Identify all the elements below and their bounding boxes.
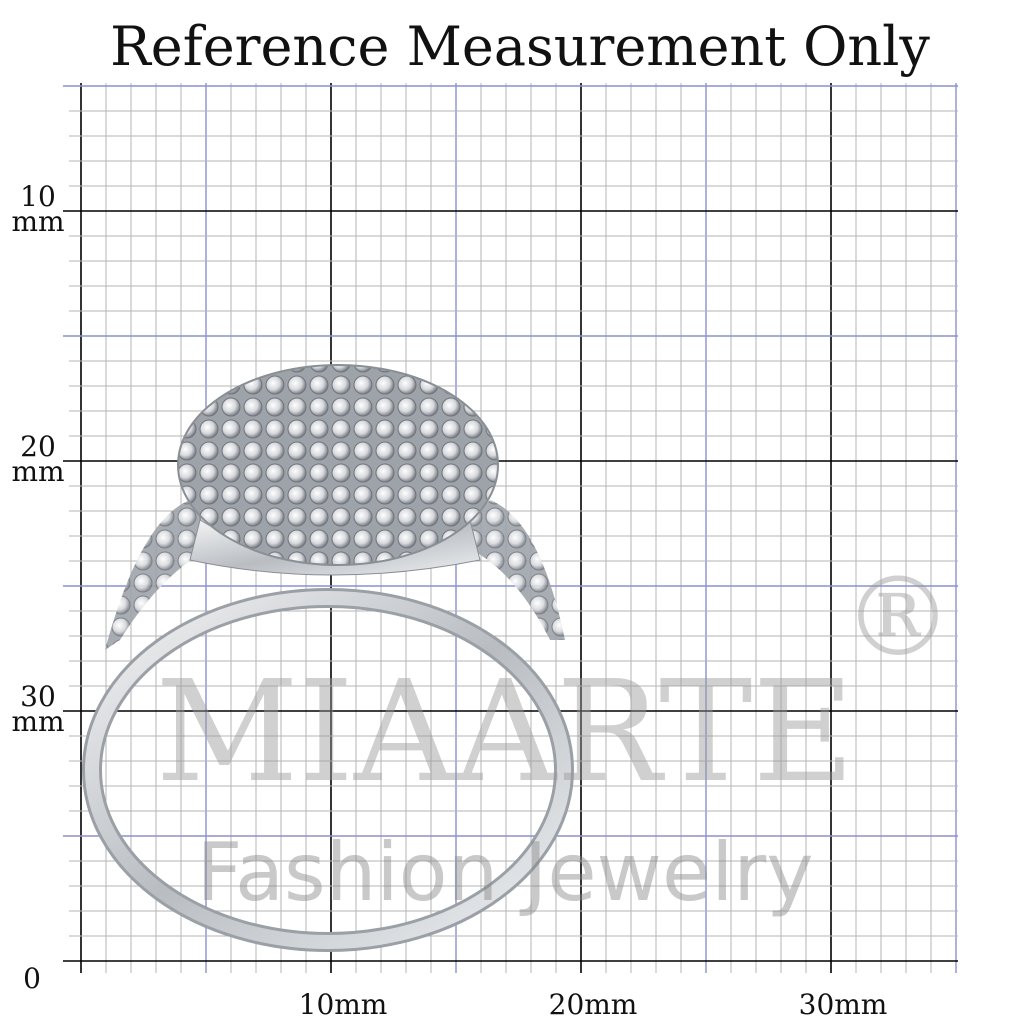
ring-band-shine — [85, 591, 571, 949]
y-label-unit: mm — [11, 205, 64, 238]
y-label-unit: mm — [11, 455, 64, 488]
watermark: MIAARTE ® Fashion Jewelry — [155, 553, 953, 919]
watermark-mark: ® — [843, 553, 953, 681]
origin-label: 0 — [23, 962, 41, 995]
pave-dome — [177, 364, 499, 566]
x-label: 20mm — [549, 988, 638, 1021]
x-label: 30mm — [799, 988, 888, 1021]
y-label-unit: mm — [11, 705, 64, 738]
right-shoulder — [450, 500, 565, 640]
title: Reference Measurement Only — [110, 15, 930, 78]
watermark-tagline: Fashion Jewelry — [196, 826, 813, 919]
y-label-number: 10 — [20, 180, 56, 213]
x-label: 10mm — [299, 988, 388, 1021]
y-label-number: 20 — [20, 430, 56, 463]
ring — [82, 364, 574, 952]
watermark-brand: MIAARTE — [155, 651, 854, 814]
y-label-number: 30 — [20, 680, 56, 713]
